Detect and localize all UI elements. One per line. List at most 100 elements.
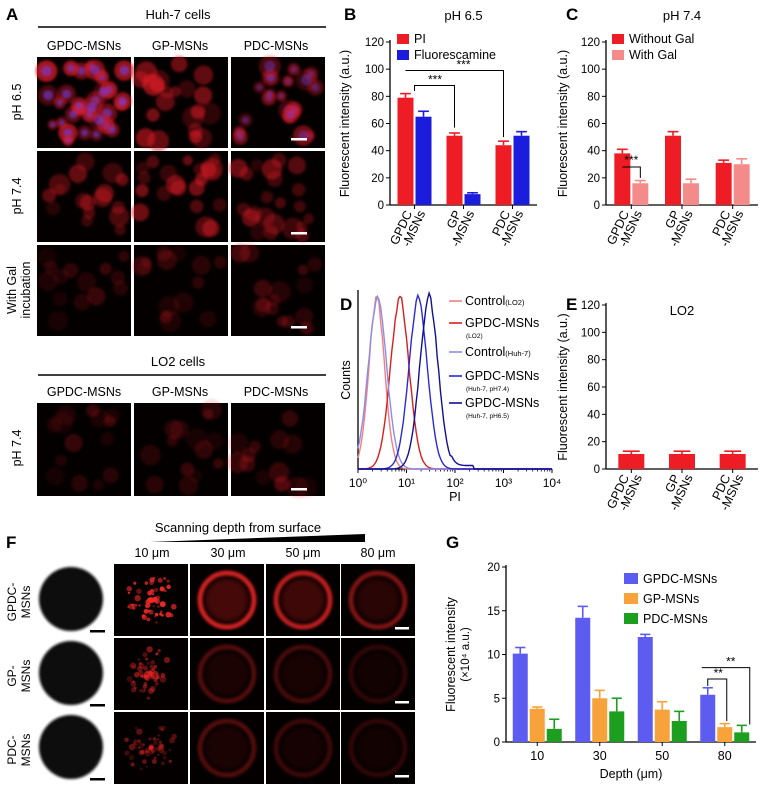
bar [614,153,631,205]
fluor-tile-r2-c4 [341,638,415,710]
cell-spot [37,270,58,291]
fluor-dot [163,725,166,728]
fluor-dot [138,749,144,756]
micro-tile-r2-c2 [131,151,228,242]
nucleus-spot [108,126,116,134]
bar [446,135,463,205]
fluor-dot [157,734,160,737]
fluor-dot [142,652,148,658]
cell-spot [136,161,150,175]
fluor-dot [129,662,137,669]
legend-label: GPDC-MSNs [465,316,539,330]
fluor-dot [134,603,138,607]
col-label-gp: GP-MSNs [152,39,208,53]
fluor-dot [134,594,141,602]
scale-bar [90,630,105,633]
scale-bar [291,232,307,235]
cell-spot [191,127,213,149]
cell-spot [193,65,214,85]
scale-bar [395,701,409,704]
cell-spot [195,216,217,238]
fluor-dot [142,684,148,689]
legend-label: PDC-MSNs [643,612,708,626]
fluor-dot [154,684,157,687]
significance-label: *** [456,58,470,72]
fluor-dot [137,665,143,672]
nucleus-spot [285,78,291,85]
f-row-label-pdc-line2: MSNs [19,734,33,767]
cell-spot [212,458,224,469]
fluor-dot [157,753,160,757]
significance-label: ** [714,666,724,680]
fluor-dot [144,747,151,754]
fluor-dot [155,673,160,677]
x-tick-label: 10⁴ [543,476,562,490]
fluor-rim [273,718,333,778]
cell-spot [51,411,74,434]
fluor-dot [146,696,150,700]
y-tick-label: 20 [487,562,500,574]
fluor-dot [138,604,141,607]
cell-spot [191,276,205,289]
fluor-dot [169,613,174,618]
fluor-dot [156,738,160,741]
fluor-dot [131,664,136,670]
cell-spot [198,102,221,125]
fluor-dot [158,740,162,744]
significance-bracket [414,84,455,128]
fluor-core [281,652,325,696]
cell-spot [140,73,157,90]
fluor-dot [133,686,137,690]
fluor-dot [158,743,165,750]
bar [529,708,545,742]
cell-spot [263,213,285,235]
fluor-tile-r2-c3 [266,638,340,710]
y-tick-label: 100 [365,64,384,76]
panel-letter-g: G [446,533,459,552]
nucleus-spot [89,64,100,75]
cell-spot [193,162,207,176]
cell-spot [73,293,91,311]
f-row-label-gpdc-line1: GPDC- [5,583,19,622]
fluor-dot [148,745,154,751]
f-row-label-gp-line2: MSNs [19,660,33,693]
fluor-dot [163,589,167,593]
fluor-core [281,726,325,770]
fluor-tile-r2-c1 [114,638,188,710]
cell-spot [173,292,194,313]
fluor-rim [348,644,408,704]
y-tick-label: 100 [581,327,600,339]
cell-spot [269,461,290,483]
y-tick-label: 40 [587,146,600,158]
cell-spot [269,280,291,303]
y-tick-label: 60 [587,382,600,394]
fluor-dot [130,762,135,767]
cell-spot [46,467,65,486]
lo2-col-label-pdc: PDC-MSNs [244,385,309,399]
cell-spot [164,419,184,439]
cell-spot [170,55,188,73]
brightfield-2 [39,641,105,707]
significance-label: ** [726,655,736,669]
fluor-dot [134,726,138,730]
cell-spot [293,200,306,213]
cell-spot [102,467,119,484]
nucleus-spot [86,102,97,113]
fluor-dot [147,590,153,596]
x-tick-label: 10³ [495,476,512,490]
fluor-dot [138,670,144,676]
fluor-tile-r3-c4 [341,712,415,784]
bar [495,145,512,205]
fluor-dot [145,749,149,754]
cell-spot [270,430,290,450]
fluor-dot [142,743,146,747]
legend-swatch [624,613,638,624]
y-tick-label: 40 [587,409,600,421]
nucleus-spot [286,109,296,119]
bar [637,637,653,742]
cell-spot [255,469,272,485]
cell-spot [76,272,97,292]
cell-spot [303,213,314,225]
fluor-dot [141,614,146,618]
